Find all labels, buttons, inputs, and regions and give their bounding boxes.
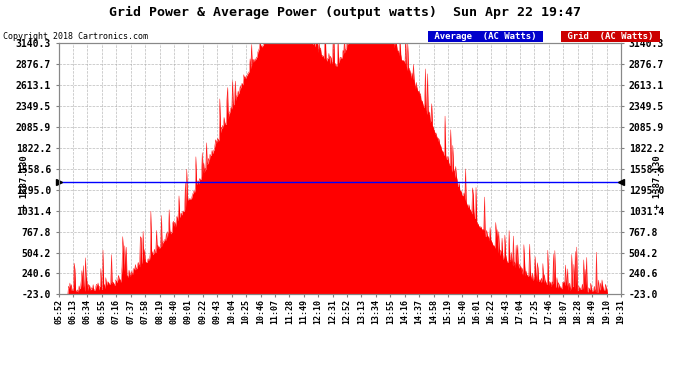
Text: Average  (AC Watts): Average (AC Watts) (429, 32, 542, 41)
Text: + 1387.130: + 1387.130 (653, 156, 662, 209)
Text: + 1387.130: + 1387.130 (21, 156, 30, 209)
Text: Grid  (AC Watts): Grid (AC Watts) (562, 32, 659, 41)
Text: Copyright 2018 Cartronics.com: Copyright 2018 Cartronics.com (3, 32, 148, 41)
Text: Grid Power & Average Power (output watts)  Sun Apr 22 19:47: Grid Power & Average Power (output watts… (109, 6, 581, 19)
